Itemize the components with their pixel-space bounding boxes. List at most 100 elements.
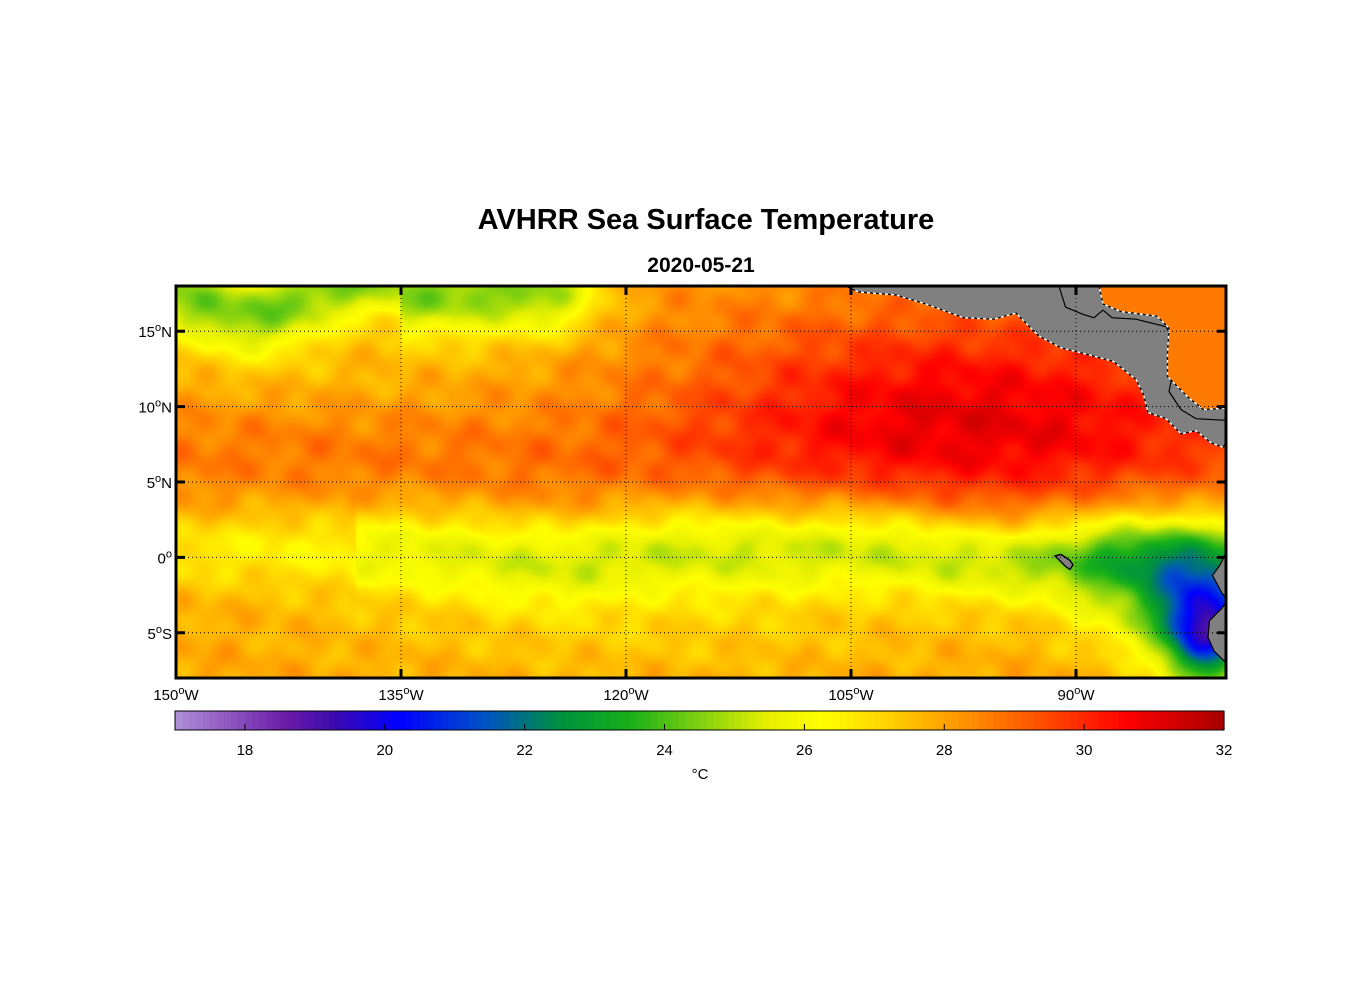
colorbar-swatch — [489, 711, 498, 730]
colorbar-swatch — [734, 711, 743, 730]
lat-tick-label: 0o — [158, 548, 172, 567]
colorbar-swatch — [272, 711, 281, 730]
colorbar-swatch — [398, 711, 407, 730]
colorbar-swatch — [1091, 711, 1099, 730]
colorbar-swatch — [685, 711, 694, 730]
colorbar-swatch — [867, 711, 875, 730]
colorbar-swatch — [538, 711, 547, 730]
colorbar-swatch — [405, 711, 414, 730]
colorbar-swatch — [419, 711, 428, 730]
colorbar-swatch — [1049, 711, 1057, 730]
colorbar-swatch — [524, 711, 533, 730]
colorbar-swatch — [566, 711, 575, 730]
colorbar-swatch — [279, 711, 288, 730]
colorbar-swatch — [328, 711, 337, 730]
colorbar-swatch — [706, 711, 715, 730]
colorbar-tick-label: 26 — [796, 742, 813, 759]
colorbar-swatch — [251, 711, 260, 730]
colorbar-swatch — [895, 711, 903, 730]
land-mask — [843, 286, 1226, 678]
colorbar-swatch — [818, 711, 826, 730]
colorbar-swatch — [468, 711, 477, 730]
colorbar-swatch — [335, 711, 344, 730]
colorbar-swatch — [1098, 711, 1106, 730]
colorbar-swatch — [1154, 711, 1162, 730]
colorbar-swatch — [181, 711, 190, 730]
lat-tick-label: 10oN — [138, 398, 172, 417]
colorbar-swatch — [237, 711, 246, 730]
colorbar-swatch — [1168, 711, 1176, 730]
colorbar-swatch — [839, 711, 847, 730]
colorbar-swatch — [1000, 711, 1008, 730]
colorbar-swatch — [1112, 711, 1120, 730]
graticule — [176, 286, 1226, 678]
colorbar-swatch — [832, 711, 840, 730]
colorbar-swatch — [699, 711, 708, 730]
colorbar-swatch — [370, 711, 379, 730]
colorbar-swatch — [573, 711, 582, 730]
colorbar-swatch — [1147, 711, 1155, 730]
colorbar-swatch — [1217, 711, 1225, 730]
colorbar-swatch — [230, 711, 239, 730]
colorbar-swatch — [377, 711, 386, 730]
colorbar-frame — [174, 710, 1225, 731]
colorbar-swatch — [881, 711, 889, 730]
colorbar-swatch — [1196, 711, 1204, 730]
colorbar-tick-label: 24 — [656, 742, 673, 759]
colorbar-swatch — [692, 711, 701, 730]
colorbar-swatch — [1210, 711, 1218, 730]
colorbar-swatch — [1189, 711, 1197, 730]
colorbar-swatch — [664, 711, 673, 730]
lat-tick-label: 5oS — [148, 624, 172, 643]
colorbar-swatch — [678, 711, 687, 730]
south-america-land — [1207, 552, 1226, 678]
colorbar-swatch — [965, 711, 973, 730]
colorbar-swatch — [951, 711, 959, 730]
colorbar-swatch — [1014, 711, 1022, 730]
chart-title: AVHRR Sea Surface Temperature — [477, 204, 935, 236]
colorbar-swatch — [860, 711, 868, 730]
colorbar-swatch — [1035, 711, 1043, 730]
colorbar-swatch — [307, 711, 316, 730]
longitude-ticks: 150oW 135oW 120oW 105oW 90oW — [153, 286, 1095, 704]
colorbar-swatch — [426, 711, 435, 730]
colorbar-swatch — [874, 711, 882, 730]
lon-tick-label: 135oW — [378, 685, 424, 704]
colorbar-swatch — [342, 711, 351, 730]
coastline — [843, 286, 1224, 448]
colorbar-swatch — [671, 711, 680, 730]
colorbar-swatch — [601, 711, 610, 730]
colorbar-swatch — [1126, 711, 1134, 730]
colorbar-tick-label: 18 — [237, 742, 254, 759]
colorbar-swatch — [384, 711, 393, 730]
lon-tick-label: 90oW — [1058, 685, 1096, 704]
colorbar-swatch — [790, 711, 798, 730]
colorbar-swatch — [650, 711, 659, 730]
colorbar-swatch — [846, 711, 854, 730]
colorbar-swatch — [433, 711, 442, 730]
colorbar-swatch — [804, 711, 812, 730]
colorbar-swatch — [769, 711, 778, 730]
colorbar-swatch — [175, 711, 183, 730]
colorbar-swatch — [321, 711, 330, 730]
colorbar-swatch — [1105, 711, 1113, 730]
colorbar-swatch — [188, 711, 197, 730]
colorbar-swatch — [1056, 711, 1064, 730]
colorbar-swatch — [937, 711, 945, 730]
colorbar-swatch — [1028, 711, 1036, 730]
colorbar-swatch — [475, 711, 484, 730]
colorbar: 18 20 22 24 26 28 30 32 — [174, 710, 1232, 759]
colorbar-swatch — [608, 711, 617, 730]
colorbar-swatch — [1021, 711, 1029, 730]
colorbar-swatch — [461, 711, 470, 730]
colorbar-swatch — [517, 711, 526, 730]
colorbar-swatch — [594, 711, 603, 730]
colorbar-swatch — [503, 711, 512, 730]
colorbar-swatch — [391, 711, 400, 730]
colorbar-units-label: °C — [692, 766, 709, 783]
colorbar-swatch — [713, 711, 722, 730]
latitude-ticks: 15oN 10oN 5oN 0o 5oS — [138, 322, 1226, 643]
colorbar-swatch — [776, 711, 785, 730]
colorbar-swatch — [853, 711, 861, 730]
colorbar-swatch — [636, 711, 645, 730]
